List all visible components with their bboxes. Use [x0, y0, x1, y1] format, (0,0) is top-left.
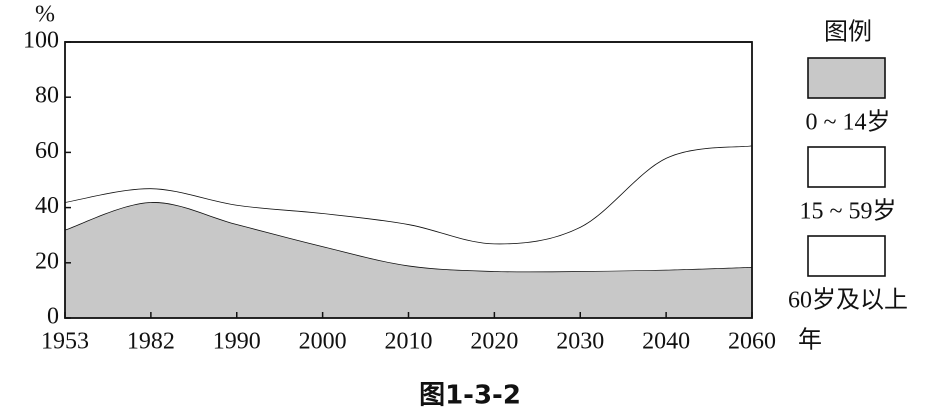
x-tick-label: 2010 [385, 329, 433, 355]
x-axis-label: 年 [798, 327, 822, 354]
legend-swatch [807, 235, 886, 277]
y-axis-label: % [35, 2, 55, 28]
legend-label: 15 ~ 59岁 [800, 198, 897, 225]
y-tick-label: 40 [35, 193, 59, 219]
x-tick-label: 1953 [41, 329, 89, 355]
x-tick-label: 2020 [470, 329, 518, 355]
chart-title: 图1-3-2 [419, 381, 521, 411]
y-tick-label: 60 [35, 138, 59, 164]
y-tick-label: 100 [23, 28, 59, 54]
x-tick-label: 2060 [728, 329, 776, 355]
legend-label: 60岁及以上 [788, 287, 908, 314]
area [65, 145, 752, 272]
x-tick-label: 2040 [642, 329, 690, 355]
legend-label: 0 ~ 14岁 [806, 109, 891, 136]
x-tick-label: 2000 [299, 329, 347, 355]
y-tick-label: 20 [35, 248, 59, 274]
legend-title: 图例 [824, 19, 872, 46]
x-tick-label: 1982 [127, 329, 175, 355]
x-tick-label: 1990 [213, 329, 261, 355]
y-tick-label: 80 [35, 83, 59, 109]
y-tick-label: 0 [47, 304, 59, 330]
legend-swatch [807, 57, 886, 99]
legend-swatch [807, 146, 886, 188]
area [65, 202, 752, 318]
x-tick-label: 2030 [556, 329, 604, 355]
area [65, 42, 752, 244]
